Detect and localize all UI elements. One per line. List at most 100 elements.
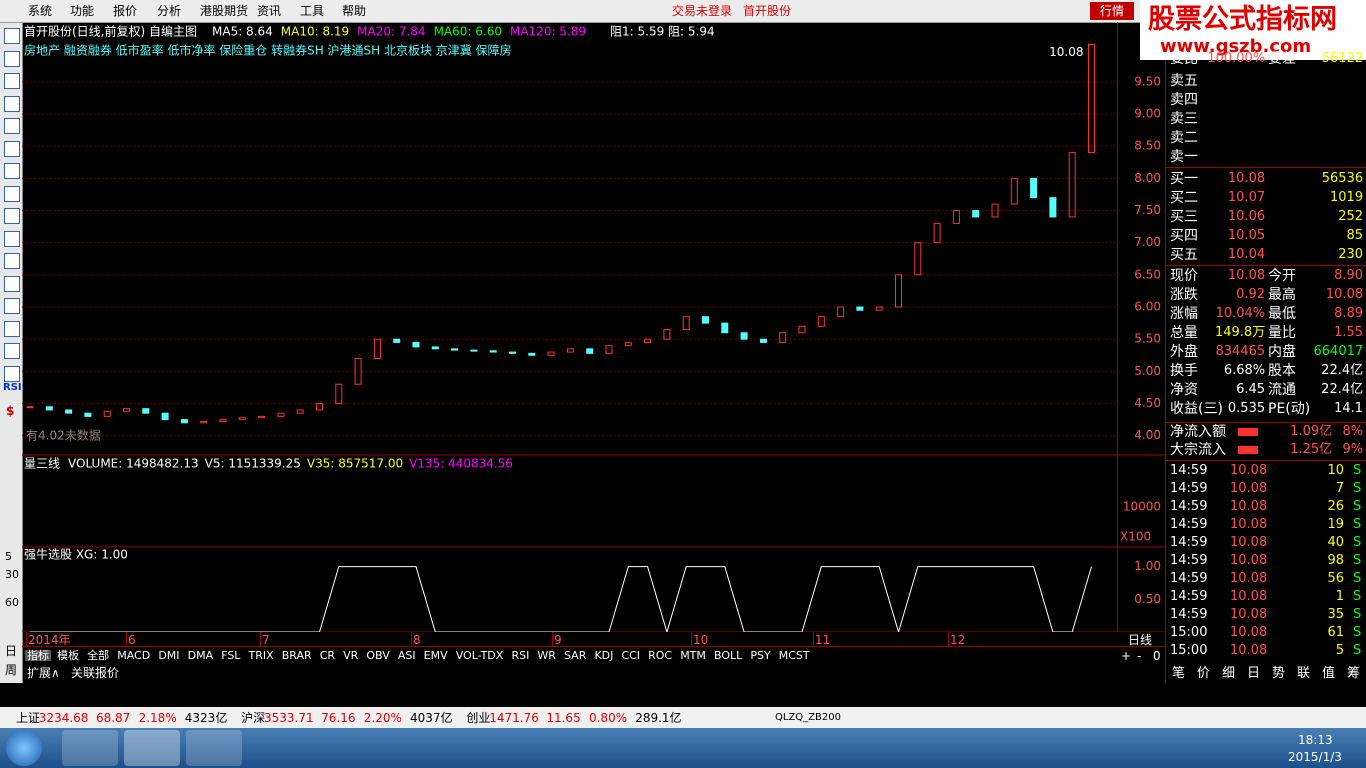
- menu-item[interactable]: 帮助: [342, 4, 367, 18]
- x-tick: [813, 632, 814, 646]
- quote-tab[interactable]: 价: [1197, 666, 1211, 681]
- zoom-button[interactable]: -: [1137, 649, 1142, 663]
- indicator-tab[interactable]: SAR: [564, 649, 587, 662]
- indicator-tab[interactable]: EMV: [423, 649, 448, 662]
- quote-value: 56536: [1321, 171, 1364, 186]
- indicator-tab[interactable]: 模板: [57, 649, 80, 662]
- menu-item[interactable]: 系统: [28, 4, 53, 18]
- indicator-tab[interactable]: OBV: [366, 649, 390, 662]
- quote-value: 1019: [1330, 190, 1364, 205]
- indicator-tab[interactable]: RSI: [511, 649, 530, 662]
- candle: [45, 406, 53, 411]
- menu-item[interactable]: 资讯: [257, 4, 282, 18]
- period-button[interactable]: 30: [5, 568, 19, 581]
- toolbar-icon[interactable]: [4, 275, 20, 292]
- zoom-button[interactable]: 0: [1153, 649, 1161, 663]
- bottom-tab[interactable]: 关联报价: [71, 666, 120, 680]
- trade-side: S: [1353, 571, 1362, 586]
- candle: [1068, 152, 1076, 218]
- zoom-button[interactable]: +: [1121, 649, 1132, 663]
- quote-label: 买四: [1170, 228, 1198, 244]
- quote-tab[interactable]: 联: [1297, 666, 1311, 681]
- period-button[interactable]: 周: [5, 663, 18, 677]
- quote-label: 大宗流入: [1170, 442, 1226, 458]
- toolbar-dollar[interactable]: $: [6, 404, 15, 418]
- toolbar-icon[interactable]: [4, 253, 20, 269]
- taskbar: 18:13 2015/1/3: [0, 728, 1366, 768]
- indicator-tab[interactable]: MTM: [680, 649, 706, 662]
- quote-label: 总量: [1170, 325, 1198, 341]
- quote-label: 买二: [1170, 190, 1198, 206]
- quote-label: 流通: [1268, 382, 1296, 398]
- toolbar-icon[interactable]: [4, 73, 20, 89]
- indicator-tab[interactable]: 指标: [25, 649, 51, 662]
- toolbar-icon[interactable]: [4, 298, 20, 314]
- ma-label: MA10: 8.19: [281, 25, 349, 39]
- indicator-tab[interactable]: CR: [319, 649, 336, 662]
- menu-item[interactable]: 工具: [300, 4, 325, 18]
- quote-tab[interactable]: 势: [1272, 666, 1286, 681]
- start-button[interactable]: [6, 730, 42, 766]
- period-button[interactable]: 日: [5, 644, 18, 658]
- menu-item[interactable]: 港股期货: [200, 4, 249, 18]
- indicator-tab[interactable]: PSY: [750, 649, 771, 662]
- trade-time: 15:00: [1170, 643, 1208, 658]
- quote-divider: [1166, 265, 1366, 266]
- indicator-tab[interactable]: 全部: [87, 649, 110, 662]
- toolbar-icon[interactable]: [4, 208, 20, 224]
- quote-tab[interactable]: 细: [1222, 666, 1236, 681]
- toolbar-icon[interactable]: [4, 50, 20, 67]
- indicator-tab[interactable]: KDJ: [594, 649, 614, 662]
- quote-divider: [1166, 460, 1366, 461]
- quote-label: PE(动): [1268, 401, 1311, 417]
- period-button[interactable]: 60: [5, 596, 19, 609]
- quote-tab[interactable]: 筹: [1347, 666, 1361, 681]
- ie-button[interactable]: [62, 730, 118, 766]
- quote-value: 85: [1346, 228, 1364, 243]
- candle: [1010, 177, 1018, 205]
- toolbar-icon[interactable]: [4, 163, 20, 179]
- indicator-tab[interactable]: FSL: [221, 649, 241, 662]
- toolbar-icon[interactable]: [4, 28, 20, 44]
- indicator-tab[interactable]: TRIX: [248, 649, 274, 662]
- quote-tab[interactable]: 日: [1247, 666, 1261, 681]
- toolbar-icon[interactable]: [4, 140, 20, 157]
- quote-label: 股本: [1268, 363, 1296, 379]
- indicator-tab[interactable]: WR: [537, 649, 556, 662]
- quote-tab[interactable]: 笔: [1172, 666, 1186, 681]
- bottom-tab[interactable]: 扩展∧: [27, 666, 60, 680]
- toolbar-icon[interactable]: [4, 320, 20, 337]
- indicator-tab[interactable]: VR: [343, 649, 359, 662]
- indicator-tab[interactable]: CCI: [621, 649, 641, 662]
- indicator-tab[interactable]: MACD: [117, 649, 151, 662]
- indicator-tab[interactable]: DMA: [187, 649, 214, 662]
- app-button[interactable]: [124, 730, 180, 766]
- quote-button[interactable]: 行情: [1090, 2, 1135, 20]
- period-label[interactable]: 日线: [1128, 633, 1153, 647]
- indicator-tab[interactable]: MCST: [778, 649, 810, 662]
- x-tick: [691, 632, 692, 646]
- toolbar-icon[interactable]: [4, 365, 20, 382]
- toolbar-icon[interactable]: [4, 343, 20, 359]
- period-button[interactable]: 5: [5, 550, 12, 563]
- indicator-tab[interactable]: DMI: [158, 649, 180, 662]
- menu-item[interactable]: 功能: [70, 4, 95, 18]
- menu-item[interactable]: 报价: [113, 4, 138, 18]
- toolbar-icon[interactable]: [4, 95, 20, 112]
- indicator-tab[interactable]: ASI: [397, 649, 416, 662]
- indicator-tab[interactable]: VOL-TDX: [455, 649, 504, 662]
- candle: [837, 306, 845, 318]
- notes-button[interactable]: [186, 730, 242, 766]
- toolbar-icon[interactable]: [4, 230, 20, 247]
- toolbar-icon[interactable]: [4, 185, 20, 202]
- indicator-tab[interactable]: ROC: [648, 649, 673, 662]
- quote-tab[interactable]: 值: [1322, 666, 1336, 681]
- toolbar-rsi[interactable]: RSI: [3, 382, 22, 393]
- toolbar-icon[interactable]: [4, 118, 20, 134]
- menu-item[interactable]: 分析: [157, 4, 182, 18]
- chart-title: 首开股份(日线,前复权) 自编主图: [24, 24, 197, 39]
- indicator-tab[interactable]: BRAR: [281, 649, 312, 662]
- indicator-tab[interactable]: BOLL: [713, 649, 743, 662]
- trade-price: 10.08: [1230, 553, 1268, 568]
